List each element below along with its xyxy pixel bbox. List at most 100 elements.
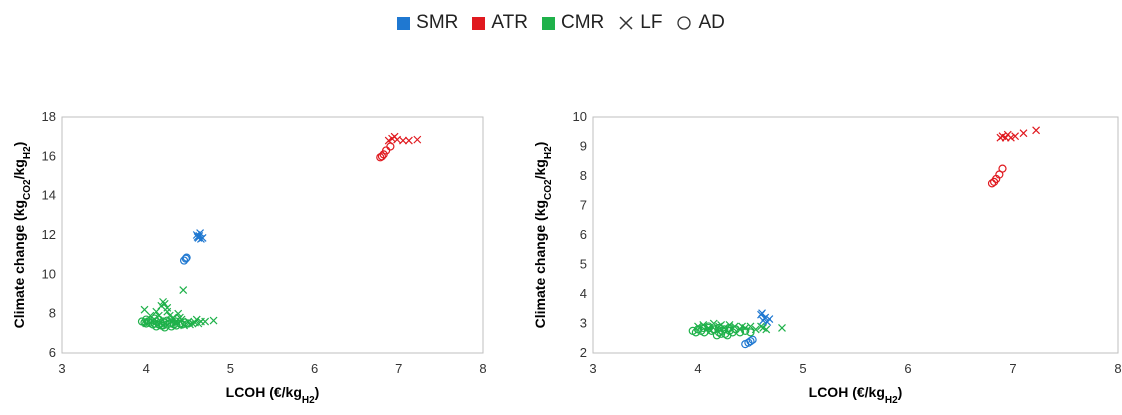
data-point-circle [712,331,722,340]
data-point-cross [1006,133,1015,142]
series-smr-cross [757,309,774,326]
legend-item-ad: AD [676,12,725,34]
data-point-circle [158,317,168,326]
x-tick-label: 6 [904,361,911,376]
x-tick-label: 3 [58,361,65,376]
data-point-cross [765,315,774,323]
x-tick-label: 8 [479,361,486,376]
data-point-cross [1011,132,1020,141]
data-point-circle [746,328,755,337]
data-point-cross [209,316,218,325]
x-tick-label: 5 [227,361,234,376]
chart-legend: SMR ATR CMR LF AD [0,6,1122,40]
legend-item-smr: SMR [397,12,458,34]
data-point-circle [171,317,180,326]
series-atr-circle [376,142,395,162]
data-point-circle [180,318,190,327]
x-tick-label: 6 [311,361,318,376]
data-point-cross [201,317,210,326]
data-point-circle [152,322,161,331]
y-tick-label: 18 [42,109,56,124]
data-point-cross [191,318,199,327]
legend-item-atr: ATR [472,12,528,34]
data-point-circle [700,328,709,337]
y-tick-label: 16 [42,148,56,163]
x-tick-label: 7 [395,361,402,376]
data-point-circle [167,318,176,327]
cross-marker-icon [619,16,633,30]
data-point-cross [1032,126,1041,135]
x-tick-label: 8 [1114,361,1121,376]
data-point-circle [998,164,1007,173]
data-point-cross [163,307,172,316]
data-point-cross [762,325,771,334]
data-point-circle [723,331,732,340]
legend-item-cmr: CMR [541,12,605,34]
data-point-circle [146,316,155,325]
y-tick-label: 5 [580,257,587,272]
y-tick-label: 2 [580,345,587,360]
y-tick-label: 8 [580,168,587,183]
data-point-cross [196,229,205,237]
y-tick-label: 9 [580,139,587,154]
y-tick-label: 10 [573,109,587,124]
y-tick-label: 7 [580,198,587,213]
data-point-cross [174,309,183,318]
x-axis-title: LCOH (€/kgH2) [809,384,903,406]
legend-label-ad: AD [698,12,725,33]
legend-item-lf: LF [618,12,662,34]
x-tick-label: 3 [589,361,596,376]
y-axis-title: Climate change (kgCO2/kgH2) [532,142,554,329]
data-point-cross [413,135,422,144]
series-smr-circle [179,253,191,265]
data-point-cross [778,324,786,332]
legend-label-lf: LF [640,12,663,33]
legend-label-cmr: CMR [560,12,605,33]
y-tick-label: 3 [580,316,587,331]
data-point-cross [179,286,188,294]
plot-frame [592,116,1119,354]
x-tick-label: 7 [1009,361,1016,376]
series-atr-circle [987,164,1007,188]
data-point-circle [725,323,734,333]
series-cmr-circle [137,314,193,332]
y-axis-title: Climate change (kgCO2/kgH2) [11,142,33,329]
legend-label-atr: ATR [491,12,528,33]
x-tick-label: 5 [799,361,806,376]
data-point-circle [178,320,187,329]
legend-swatch-smr [397,16,411,30]
x-tick-label: 4 [143,361,150,376]
data-point-cross [140,305,149,314]
data-point-cross [399,136,407,145]
data-point-circle [987,179,997,188]
series-atr-cross [996,126,1041,142]
data-point-circle [699,323,708,333]
data-point-circle [150,314,159,323]
data-point-cross [198,234,207,242]
y-tick-label: 6 [580,227,587,242]
y-tick-label: 12 [42,227,56,242]
x-tick-label: 4 [694,361,701,376]
data-point-circle [181,254,190,263]
series-atr-cross [384,132,422,145]
y-tick-label: 6 [49,345,56,360]
data-point-circle [142,315,151,324]
x-axis-title: LCOH (€/kgH2) [226,384,320,406]
circle-marker-icon [677,16,692,30]
legend-swatch-atr [472,16,486,30]
y-tick-label: 14 [42,188,56,203]
data-point-circle [160,323,169,332]
y-tick-label: 8 [49,306,56,321]
data-point-cross [758,309,766,318]
data-point-cross [404,136,413,145]
legend-label-smr: SMR [416,12,459,33]
data-point-circle [163,316,172,325]
data-point-circle [377,152,387,161]
data-point-circle [735,328,745,337]
data-point-circle [741,326,750,335]
data-point-cross [1019,129,1028,138]
data-point-cross [761,313,770,322]
y-tick-label: 4 [580,286,587,301]
